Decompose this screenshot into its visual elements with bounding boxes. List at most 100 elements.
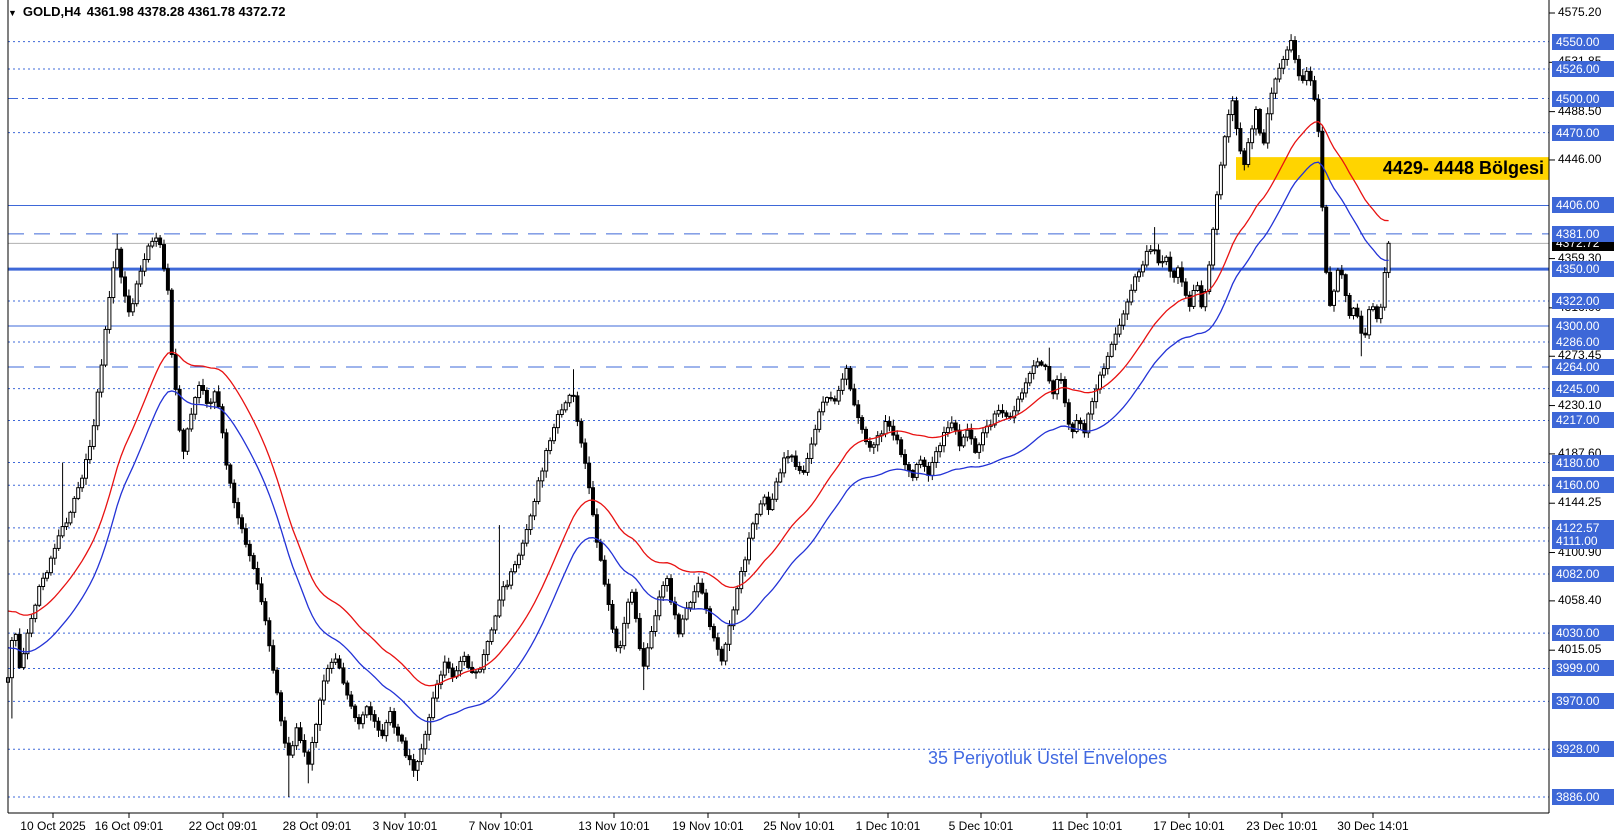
candle-body	[903, 453, 907, 466]
candle-body	[626, 601, 631, 624]
candle-body	[953, 422, 958, 431]
candle-body	[922, 459, 927, 467]
candle-body	[1164, 256, 1169, 263]
ohlc-values: 4361.98 4378.28 4361.78 4372.72	[86, 4, 286, 19]
candle-body	[1199, 285, 1204, 308]
candle-body	[275, 669, 280, 694]
candle-body	[123, 276, 127, 297]
candle-body	[1148, 249, 1153, 252]
candle-body	[208, 401, 213, 404]
candle-body	[1277, 67, 1282, 80]
candle-body	[965, 429, 970, 438]
candle-body	[860, 417, 865, 430]
candle-body	[384, 722, 389, 737]
candle-body	[832, 398, 837, 402]
candle-body	[1109, 343, 1114, 357]
candle-body	[169, 289, 174, 355]
candle-body	[825, 397, 829, 403]
envelopes-note[interactable]: 35 Periyotluk Üstel Envelopes	[928, 748, 1168, 768]
date-axis-label: 10 Oct 2025	[20, 819, 86, 833]
date-axis-label: 13 Nov 10:01	[578, 819, 650, 833]
candle-body	[1039, 361, 1044, 366]
candle-body	[1090, 401, 1095, 415]
candle-body	[247, 543, 252, 557]
symbol-dropdown-icon[interactable]: ▼	[8, 7, 17, 18]
price-axis-tick-label: 4446.00	[1558, 152, 1602, 166]
price-level-label: 4286.00	[1552, 334, 1614, 350]
candle-body	[957, 429, 962, 447]
candle-body	[821, 401, 826, 413]
price-level-label: 4300.00	[1552, 318, 1614, 334]
candle-body	[700, 582, 705, 594]
candle-body	[415, 761, 420, 771]
candle-body	[1312, 80, 1317, 100]
candle-body	[115, 248, 120, 269]
candle-body	[684, 607, 689, 620]
candle-body	[1152, 249, 1157, 252]
candle-body	[1176, 267, 1180, 278]
candle-body	[540, 470, 545, 482]
candle-body	[883, 421, 888, 435]
candle-body	[267, 620, 272, 647]
candle-body	[162, 244, 166, 270]
candle-body	[399, 734, 404, 742]
candle-body	[376, 720, 381, 731]
candle-body	[1187, 294, 1192, 307]
date-axis-label: 7 Nov 10:01	[468, 819, 534, 833]
price-level-label: 4245.00	[1552, 381, 1614, 397]
candle-body	[1242, 150, 1247, 165]
candle-body	[72, 497, 77, 513]
candle-body	[103, 328, 108, 366]
candle-body	[29, 618, 34, 634]
candle-body	[52, 547, 57, 559]
candle-body	[489, 629, 494, 643]
zone-annotation-label[interactable]: 4429- 4448 Bölgesi	[1382, 158, 1544, 178]
candle-body	[1281, 58, 1286, 69]
candle-body	[1133, 276, 1138, 291]
candle-body	[345, 682, 350, 696]
candle-body	[1020, 392, 1024, 400]
candle-body	[509, 571, 514, 586]
candle-body	[961, 436, 966, 447]
candle-body	[711, 626, 716, 639]
candle-body	[1285, 49, 1290, 60]
candle-body	[1082, 423, 1087, 434]
candle-body	[95, 391, 100, 427]
candle-body	[224, 432, 229, 466]
price-level-label: 4550.00	[1552, 34, 1614, 50]
candle-body	[887, 421, 892, 427]
candle-body	[435, 683, 439, 699]
candle-body	[56, 535, 61, 549]
price-level-label: 4470.00	[1552, 125, 1614, 141]
candle-body	[692, 591, 697, 603]
upper-envelope-line[interactable]	[7, 120, 1389, 687]
candle-body	[1012, 410, 1017, 419]
candle-body	[505, 584, 510, 588]
candle-body	[111, 267, 116, 299]
candle-body	[906, 464, 911, 471]
candle-body	[1144, 250, 1149, 266]
candle-body	[1230, 100, 1235, 116]
candle-body	[1367, 309, 1372, 336]
candle-body	[91, 425, 96, 447]
candle-body	[899, 439, 904, 455]
candle-body	[403, 740, 408, 757]
price-level-label: 3886.00	[1552, 789, 1614, 805]
candle-body	[64, 522, 69, 528]
candle-body	[431, 697, 436, 719]
candle-body	[606, 583, 611, 605]
lower-envelope-line[interactable]	[7, 161, 1389, 723]
candle-body	[462, 655, 467, 662]
candle-body	[1140, 264, 1145, 273]
candle-body	[969, 429, 974, 440]
candle-body	[497, 599, 502, 617]
candle-body	[1129, 289, 1134, 303]
candle-body	[852, 388, 857, 406]
candle-body	[337, 658, 342, 669]
candle-body	[119, 248, 124, 278]
candle-body	[793, 455, 798, 467]
candle-body	[727, 625, 732, 645]
candle-body	[875, 435, 880, 446]
candle-body	[438, 674, 443, 685]
